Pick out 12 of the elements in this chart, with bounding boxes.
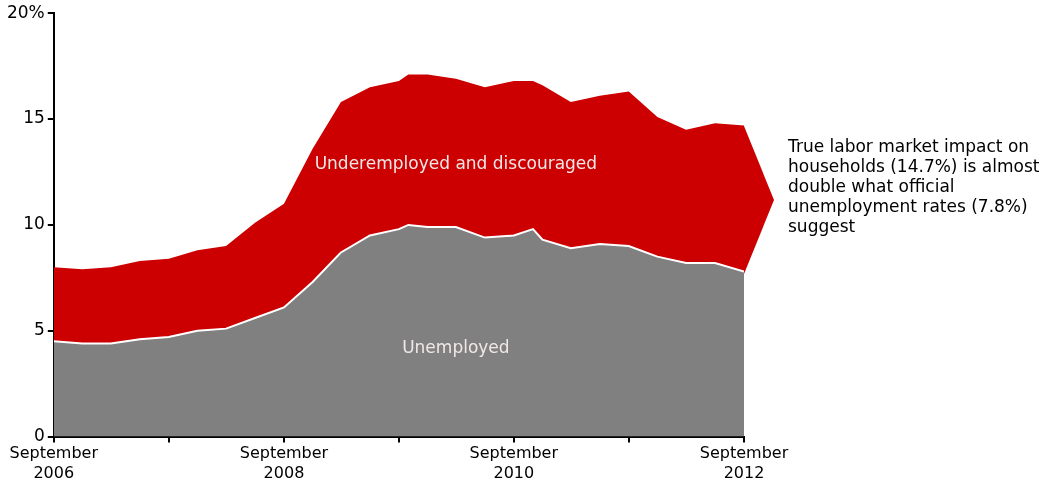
x-tick-label: September 2006	[9, 443, 99, 482]
x-tick-label: September 2012	[699, 443, 789, 482]
text: True labor market impact on households (14.7%) is almost double what official unemployment rates (7.8%) suggest	[788, 136, 1041, 236]
x-tick-label: September 2010	[469, 443, 559, 482]
y-tick-label: 10	[23, 213, 45, 234]
y-tick-label: 0	[33, 425, 45, 446]
y-tick-label: 20%	[6, 1, 45, 22]
y-tick-label: 5	[33, 319, 45, 340]
x-tick-label: September 2008	[239, 443, 329, 482]
series-label: Unemployed	[402, 337, 510, 357]
y-tick-label: 15	[23, 107, 45, 128]
series-label: Underemployed and discouraged	[314, 153, 598, 174]
